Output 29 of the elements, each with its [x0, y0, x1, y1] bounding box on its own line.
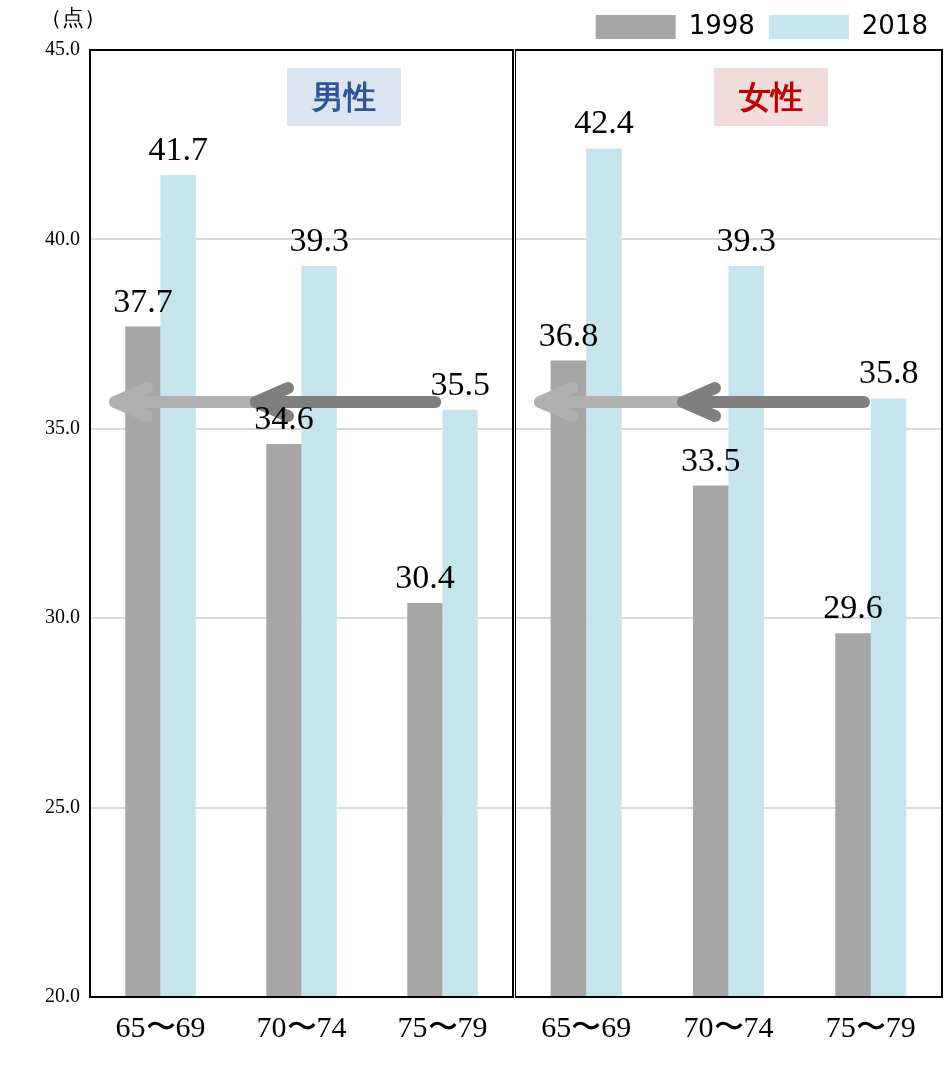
data-label: 37.7: [112, 280, 174, 321]
x-tick-label: 70〜74: [256, 1009, 347, 1043]
x-tick-label: 65〜69: [115, 1009, 206, 1043]
data-label: 35.8: [857, 352, 920, 393]
y-tick-label: 20.0: [45, 984, 80, 1007]
y-tick-label: 30.0: [45, 605, 80, 628]
x-tick-label: 70〜74: [683, 1009, 774, 1043]
x-tick-label: 75〜79: [397, 1009, 488, 1043]
data-label: 41.7: [147, 129, 209, 169]
y-tick-label: 35.0: [45, 416, 80, 439]
data-label: 36.8: [537, 314, 600, 355]
data-label: 35.5: [429, 363, 491, 404]
x-tick-label: 65〜69: [541, 1009, 632, 1043]
data-label: 39.3: [715, 219, 778, 260]
data-label: 33.5: [679, 439, 742, 480]
text: 男性: [286, 68, 401, 126]
legend-label: 2018: [861, 9, 928, 40]
y-tick-label: 25.0: [45, 794, 80, 817]
y-tick-label: 45.0: [45, 37, 80, 60]
text: 女性: [714, 68, 829, 126]
y-tick-label: 40.0: [45, 226, 80, 249]
y-axis-title: （点）: [40, 4, 106, 30]
data-label: 30.4: [394, 557, 456, 598]
data-label: 34.6: [253, 397, 315, 438]
legend-label: 1998: [688, 9, 755, 40]
x-tick-label: 75〜79: [825, 1009, 916, 1043]
data-label: 42.4: [573, 102, 635, 143]
data-label: 29.6: [822, 587, 884, 628]
data-label: 39.3: [288, 219, 350, 260]
